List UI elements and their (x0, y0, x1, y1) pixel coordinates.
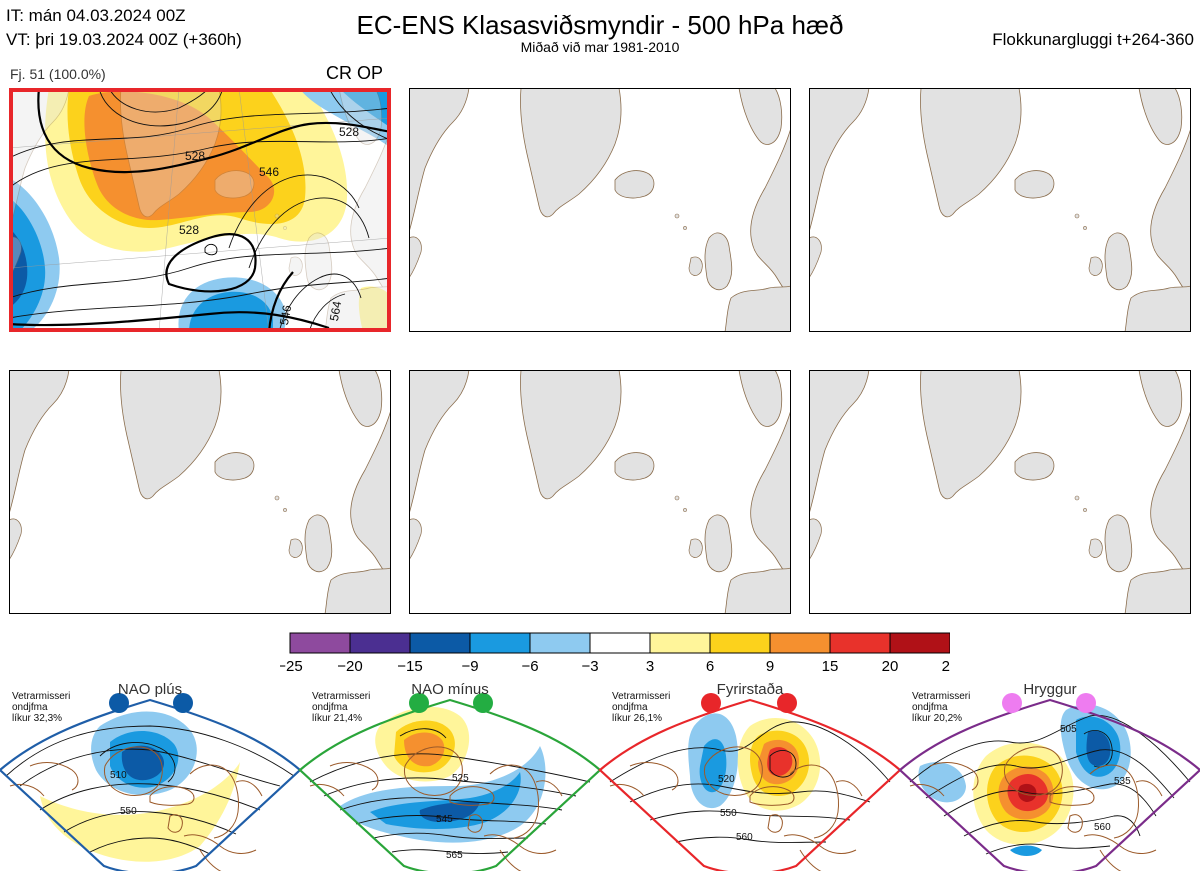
colorbar-tick: −3 (581, 658, 598, 675)
contour-label: 528 (179, 223, 199, 237)
regime-info: Vetrarmisseri ondjfma líkur 21,4% (312, 691, 371, 724)
regime-dot (777, 693, 797, 713)
regime-contour-label: 550 (720, 808, 737, 819)
cluster-highlight-frame (9, 88, 391, 332)
init-time: IT: mán 04.03.2024 00Z (6, 6, 186, 25)
regime-border (298, 698, 602, 871)
colorbar-tick: −25 (280, 658, 303, 675)
empty-cluster-panel (809, 370, 1191, 614)
colorbar-swatch (469, 632, 531, 654)
colorbar-swatch (409, 632, 471, 654)
colorbar-tick: 20 (882, 658, 899, 675)
colorbar-tick: 15 (822, 658, 839, 675)
valid-time: VT: þri 19.03.2024 00Z (+360h) (6, 30, 242, 49)
regime-ridge: 505 535 560 Hryggur Vetrarmisseri ondjfma… (898, 681, 1200, 871)
colorbar-swatch (529, 632, 591, 654)
regime-border (0, 698, 302, 871)
page-subtitle: Miðað við mar 1981-2010 (520, 39, 680, 55)
regime-info: Vetrarmisseri ondjfma líkur 32,3% (12, 691, 71, 724)
regime-contour-label: 520 (718, 774, 735, 785)
regime-contour-label: 565 (446, 850, 463, 861)
contour-label: 546 (277, 304, 294, 326)
colorbar-tick: −20 (337, 658, 362, 675)
regime-contour-label: 550 (120, 806, 137, 817)
regime-dot (473, 693, 493, 713)
regime-contour-label: 510 (110, 770, 127, 781)
colorbar-swatch (589, 632, 651, 654)
contour-label: 564 (327, 300, 344, 322)
regime-contour-label: 505 (1060, 724, 1077, 735)
colorbar-swatch (829, 632, 891, 654)
regime-contour-label: 560 (1094, 822, 1111, 833)
contour-label: 528 (185, 149, 205, 163)
regime-contour-label: 560 (736, 832, 753, 843)
regime-title: NAO plús (117, 681, 183, 698)
regime-info: Vetrarmisseri ondjfma líkur 26,1% (612, 691, 671, 724)
colorbar-swatch (709, 632, 771, 654)
regime-dot (109, 693, 129, 713)
regime-dot (1002, 693, 1022, 713)
regime-title: Fyrirstaða (716, 681, 784, 698)
colorbar-tick: 9 (766, 658, 774, 675)
cluster-label: Fj. 51 (100.0%) (10, 66, 106, 82)
colorbar-tick: 3 (646, 658, 654, 675)
regime-dot (173, 693, 193, 713)
page-title: EC-ENS Klasasviðsmyndir - 500 hPa hæð (356, 10, 844, 40)
regime-title: NAO mínus (411, 681, 489, 698)
colorbar-tick: −6 (521, 658, 538, 675)
empty-cluster-panel (409, 88, 791, 332)
regime-dot (409, 693, 429, 713)
regime-nao-minus: 525 545 565 NAO mínus Vetrarmisseri ondjf… (298, 681, 602, 871)
empty-cluster-panel (9, 370, 391, 614)
cluster-map-panel: 528 546 528 528 546 564 (9, 88, 391, 332)
cluster-tag: CR OP (326, 63, 384, 83)
classification-window: Flokkunargluggi t+264-360 (992, 30, 1194, 49)
contour-label: 528 (339, 125, 359, 139)
regime-border (898, 698, 1200, 871)
regime-contour-label: 535 (1114, 776, 1131, 787)
regime-nao-plus: 510 550 NAO plús Vetrarmisseri ondjfma lík… (0, 681, 302, 871)
colorbar-swatch (649, 632, 711, 654)
colorbar-swatch (289, 632, 351, 654)
regime-title: Hryggur (1023, 681, 1077, 698)
colorbar-tick: −15 (397, 658, 422, 675)
regime-dot (1076, 693, 1096, 713)
colorbar-swatch (769, 632, 831, 654)
colorbar-tick: 25 (942, 658, 950, 675)
contour-label: 546 (259, 165, 279, 179)
empty-cluster-panel (809, 88, 1191, 332)
colorbar-swatch (889, 632, 951, 654)
empty-cluster-panel (409, 370, 791, 614)
regime-border (598, 698, 902, 871)
regime-info: Vetrarmisseri ondjfma líkur 20,2% (912, 691, 971, 724)
colorbar-swatch (349, 632, 411, 654)
colorbar-tick: 6 (706, 658, 714, 675)
anomaly-colorbar: −25 −20 −15 −9 −6 −3 3 6 9 15 20 25 (277, 632, 958, 681)
regime-dot (701, 693, 721, 713)
colorbar-tick: −9 (461, 658, 478, 675)
regime-contour-label: 545 (436, 814, 453, 825)
regime-blocking: 520 550 560 Fyrirstaða Vetrarmisseri ondj… (598, 681, 902, 871)
regime-contour-label: 525 (452, 773, 469, 784)
